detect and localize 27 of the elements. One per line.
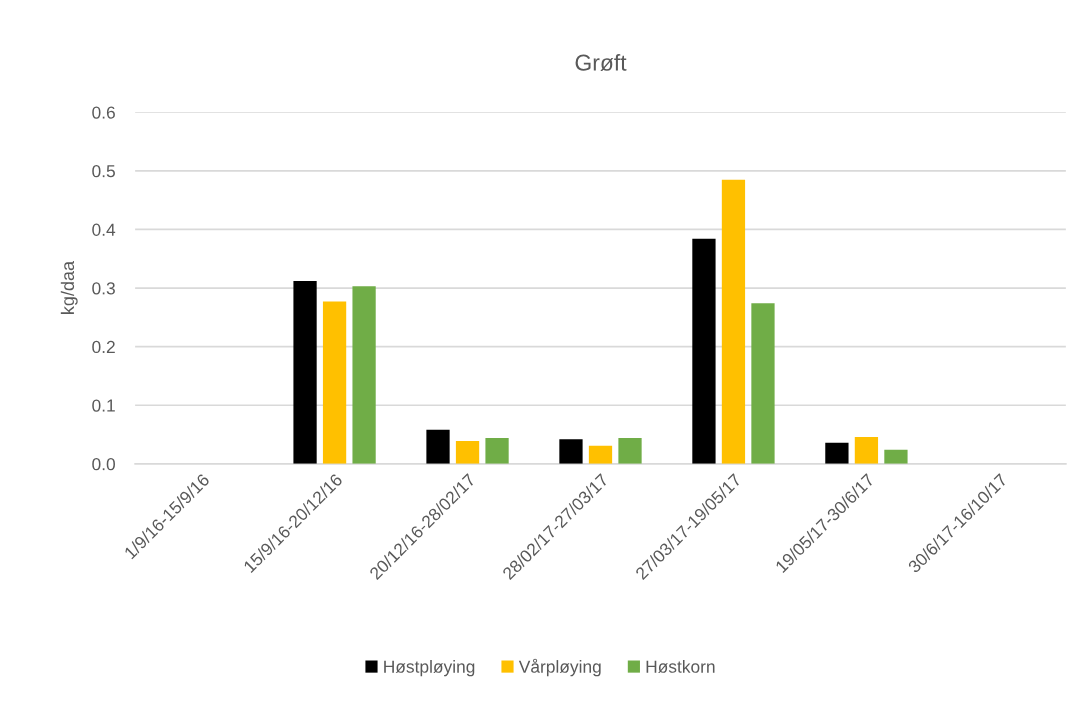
y-tick-label: 0.4 <box>92 223 116 236</box>
bar <box>322 301 347 464</box>
bar <box>293 281 317 464</box>
bar <box>485 438 509 464</box>
legend-label: Vårpløying <box>518 658 601 677</box>
bar <box>426 429 450 464</box>
chart-title: Grøft <box>575 54 627 72</box>
bar <box>721 179 746 464</box>
bar <box>692 238 716 464</box>
bar <box>455 440 480 464</box>
bar <box>854 436 879 464</box>
y-tick-label: 0.0 <box>92 458 115 471</box>
bar <box>352 286 376 464</box>
bar <box>825 442 849 464</box>
bar <box>751 303 775 464</box>
bar <box>559 439 583 464</box>
y-tick-label: 0.6 <box>92 106 115 119</box>
bar <box>884 449 908 464</box>
bar <box>618 438 642 464</box>
legend-label: Høstkorn <box>646 660 715 673</box>
bar <box>588 445 613 464</box>
legend-label: Høstpløying <box>384 660 475 677</box>
y-tick-label: 0.2 <box>92 340 115 354</box>
y-tick-label: 0.1 <box>92 399 115 412</box>
y-tick-label: 0.3 <box>92 282 115 295</box>
y-tick-label: 0.5 <box>92 165 115 178</box>
y-axis-title: kg/daa <box>60 260 78 314</box>
